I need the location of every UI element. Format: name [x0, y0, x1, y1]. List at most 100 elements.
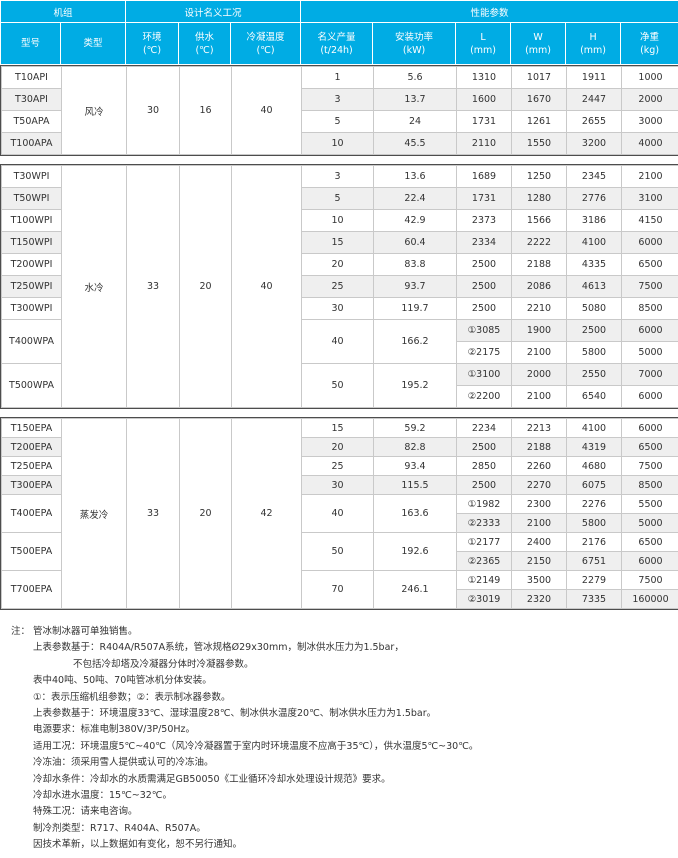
weight-cell: 6000 — [621, 319, 678, 342]
header-group: 设计名义工况 — [125, 0, 302, 23]
length-cell: 2500 — [456, 275, 512, 298]
model-cell: T30WPI — [1, 165, 62, 188]
width-cell: 2100 — [511, 513, 567, 533]
power-cell: 59.2 — [373, 418, 457, 438]
height-cell: 2279 — [566, 570, 622, 590]
height-cell: 6075 — [566, 475, 622, 495]
capacity-cell: 3 — [301, 88, 374, 111]
column-header: 型号 — [0, 22, 61, 65]
weight-cell: 3000 — [621, 110, 678, 133]
width-cell: 2400 — [511, 532, 567, 552]
width-cell: 2260 — [511, 456, 567, 476]
model-cell: T30API — [1, 88, 62, 111]
water-temp-cell: 20 — [179, 418, 232, 609]
capacity-cell: 30 — [301, 297, 374, 320]
model-cell: T50APA — [1, 110, 62, 133]
height-cell: 2176 — [566, 532, 622, 552]
height-cell: 4335 — [566, 253, 622, 276]
model-cell: T400WPA — [1, 319, 62, 364]
model-cell: T500WPA — [1, 363, 62, 408]
note-line: 管冰制冰器可单独销售。 — [33, 626, 138, 637]
weight-cell: 6000 — [621, 418, 678, 438]
weight-cell: 6500 — [621, 253, 678, 276]
capacity-cell: 10 — [301, 209, 374, 232]
power-cell: 82.8 — [373, 437, 457, 457]
power-cell: 115.5 — [373, 475, 457, 495]
table-block: T10API 风冷 30 16 40 1 5.6 1310 1017 1911 1000 T30API… — [0, 65, 678, 156]
column-header: 安装功率 (kW) — [372, 22, 457, 65]
capacity-cell: 20 — [301, 437, 374, 457]
column-header: 环境 (℃) — [125, 22, 180, 65]
weight-cell: 4150 — [621, 209, 678, 232]
height-cell: 2447 — [566, 88, 622, 111]
height-cell: 2345 — [566, 165, 622, 188]
water-temp-cell: 16 — [179, 66, 232, 155]
note-line: ①：表示压缩机组参数；②：表示制冰器参数。 — [33, 691, 231, 703]
length-cell: ①3100 — [456, 363, 512, 386]
length-cell: ②2365 — [456, 551, 512, 571]
weight-cell: 1000 — [621, 66, 678, 89]
width-cell: 2100 — [511, 341, 567, 364]
note-lines: 管冰制冰器可单独销售。 上表参数基于：R404A/R507A系统，管冰规格Ø29x… — [33, 624, 678, 854]
length-cell: ②3019 — [456, 589, 512, 609]
type-cell: 风冷 — [61, 66, 127, 155]
power-cell: 93.4 — [373, 456, 457, 476]
width-cell: 1900 — [511, 319, 567, 342]
weight-cell: 160000 — [621, 589, 678, 609]
power-cell: 246.1 — [373, 570, 457, 609]
weight-cell: 2000 — [621, 88, 678, 111]
column-header: 冷凝温度 (℃) — [230, 22, 302, 65]
length-cell: 1731 — [456, 110, 512, 133]
note-line: 不包括冷却塔及冷凝器分体时冷凝器参数。 — [73, 658, 254, 670]
power-cell: 42.9 — [373, 209, 457, 232]
height-cell: 4680 — [566, 456, 622, 476]
table-block: T150EPA 蒸发冷 33 20 42 15 59.2 2234 2213 4100 6000 T2… — [0, 417, 678, 610]
header-group: 机组 — [0, 0, 127, 23]
note-line: 制冷剂类型：R717、R404A、R507A。 — [33, 822, 206, 834]
spec-header-table: 机组 设计名义工况 性能参数 型号 类型 环境 (℃) 供水 (℃) 冷凝温度 (℃) 名义产量 (t/… — [0, 0, 678, 65]
height-cell: 5080 — [566, 297, 622, 320]
length-cell: 2234 — [456, 418, 512, 438]
height-cell: 4319 — [566, 437, 622, 457]
model-cell: T50WPI — [1, 187, 62, 210]
length-cell: 2500 — [456, 253, 512, 276]
width-cell: 2210 — [511, 297, 567, 320]
weight-cell: 4000 — [621, 132, 678, 155]
ambient-temp-cell: 33 — [126, 418, 180, 609]
width-cell: 3500 — [511, 570, 567, 590]
width-cell: 2086 — [511, 275, 567, 298]
weight-cell: 6000 — [621, 385, 678, 408]
capacity-cell: 25 — [301, 275, 374, 298]
length-cell: 1310 — [456, 66, 512, 89]
length-cell: 2500 — [456, 437, 512, 457]
weight-cell: 7500 — [621, 275, 678, 298]
notes-section: 注： 管冰制冰器可单独销售。 上表参数基于：R404A/R507A系统，管冰规格Ø… — [0, 624, 678, 854]
capacity-cell: 15 — [301, 418, 374, 438]
weight-cell: 7500 — [621, 456, 678, 476]
power-cell: 24 — [373, 110, 457, 133]
capacity-cell: 50 — [301, 363, 374, 408]
column-header: 名义产量 (t/24h) — [300, 22, 374, 65]
capacity-cell: 1 — [301, 66, 374, 89]
model-cell: T200WPI — [1, 253, 62, 276]
height-cell: 6751 — [566, 551, 622, 571]
power-cell: 195.2 — [373, 363, 457, 408]
width-cell: 1250 — [511, 165, 567, 188]
capacity-cell: 50 — [301, 532, 374, 571]
weight-cell: 2100 — [621, 165, 678, 188]
length-cell: 2334 — [456, 231, 512, 254]
length-cell: 2500 — [456, 297, 512, 320]
notes-label: 注： — [11, 626, 31, 637]
capacity-cell: 15 — [301, 231, 374, 254]
weight-cell: 6500 — [621, 437, 678, 457]
model-cell: T250WPI — [1, 275, 62, 298]
width-cell: 2320 — [511, 589, 567, 609]
note-line: 适用工况：环境温度5℃~40℃（风冷冷凝器置于室内时环境温度不应高于35℃），供… — [33, 740, 479, 752]
width-cell: 2188 — [511, 437, 567, 457]
width-cell: 2000 — [511, 363, 567, 386]
table-blocks: T10API 风冷 30 16 40 1 5.6 1310 1017 1911 1000 T30API… — [0, 65, 678, 610]
width-cell: 2300 — [511, 494, 567, 514]
power-cell: 13.6 — [373, 165, 457, 188]
power-cell: 93.7 — [373, 275, 457, 298]
